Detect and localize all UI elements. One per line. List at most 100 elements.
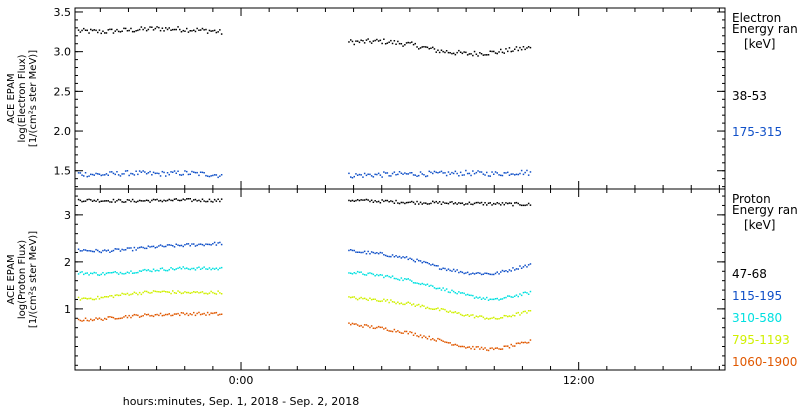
data-point: [470, 53, 472, 55]
legend-entry: 310-580: [732, 311, 782, 325]
data-point: [353, 175, 355, 178]
data-point: [449, 291, 451, 294]
data-point: [426, 283, 429, 285]
data-point: [97, 318, 99, 320]
data-point: [213, 241, 216, 244]
data-point: [126, 170, 129, 172]
data-point: [135, 30, 137, 32]
data-point: [131, 314, 134, 317]
data-point: [107, 272, 109, 274]
data-point: [119, 250, 122, 252]
data-point: [156, 26, 158, 28]
data-point: [397, 330, 399, 332]
data-point: [199, 268, 202, 270]
data-point: [83, 200, 85, 203]
data-point: [498, 318, 500, 320]
data-point: [109, 272, 111, 274]
data-point: [191, 267, 193, 270]
data-point: [437, 172, 439, 174]
data-point: [480, 298, 483, 300]
data-point: [445, 174, 448, 177]
data-point: [480, 171, 483, 173]
data-point: [358, 41, 361, 44]
data-point: [397, 301, 399, 303]
data-point: [163, 171, 165, 174]
data-point: [117, 30, 120, 33]
data-point: [465, 272, 467, 274]
data-point: [465, 347, 467, 349]
data-point: [100, 318, 102, 321]
data-point: [367, 38, 369, 40]
data-point: [193, 243, 195, 245]
data-point: [430, 47, 432, 49]
data-point: [432, 285, 434, 287]
data-point: [473, 202, 476, 205]
data-point: [433, 308, 436, 310]
data-point: [438, 268, 441, 270]
data-point: [391, 254, 394, 256]
data-point: [142, 28, 144, 31]
data-point: [376, 273, 378, 276]
data-point: [383, 171, 385, 173]
data-point: [407, 201, 409, 204]
data-point: [172, 245, 174, 247]
data-point: [179, 291, 181, 293]
data-point: [149, 201, 151, 203]
data-point: [390, 330, 392, 332]
data-point: [428, 307, 430, 310]
data-point: [472, 203, 474, 206]
data-point: [508, 295, 511, 297]
data-point: [482, 204, 485, 206]
data-point: [173, 292, 176, 294]
data-point: [177, 26, 179, 28]
data-point: [117, 273, 120, 275]
data-point: [500, 48, 502, 51]
data-point: [198, 243, 200, 246]
data-point: [419, 171, 422, 173]
data-point: [86, 250, 88, 252]
data-point: [494, 347, 497, 349]
data-point: [498, 299, 500, 301]
data-point: [463, 345, 465, 348]
data-point: [121, 30, 123, 32]
data-point: [501, 298, 504, 300]
data-point: [454, 343, 457, 346]
data-point: [493, 298, 495, 301]
data-point: [501, 174, 504, 177]
data-point: [377, 172, 380, 175]
data-point: [112, 271, 115, 274]
data-point: [194, 30, 197, 33]
data-point: [465, 169, 467, 172]
data-point: [350, 249, 352, 251]
data-point: [351, 249, 354, 252]
data-point: [414, 261, 416, 263]
data-point: [486, 272, 488, 275]
data-point: [353, 43, 355, 46]
data-point: [418, 203, 420, 205]
data-point: [370, 298, 373, 301]
data-point: [184, 170, 186, 172]
data-point: [194, 291, 197, 294]
data-point: [461, 174, 464, 176]
data-point: [90, 28, 92, 31]
data-point: [472, 294, 474, 297]
data-point: [116, 28, 118, 31]
data-point: [142, 291, 144, 294]
data-point: [486, 54, 488, 56]
data-point: [512, 314, 514, 317]
data-point: [419, 260, 422, 262]
data-point: [418, 282, 420, 285]
data-point: [117, 248, 120, 250]
data-point: [133, 174, 136, 176]
data-point: [88, 175, 90, 177]
data-point: [482, 273, 485, 275]
data-point: [381, 326, 383, 329]
data-point: [219, 241, 221, 244]
data-point: [159, 312, 162, 315]
data-point: [114, 248, 116, 250]
data-point: [177, 170, 179, 172]
data-point: [180, 244, 183, 247]
data-point: [517, 295, 519, 298]
data-point: [388, 175, 390, 177]
data-point: [452, 52, 455, 55]
